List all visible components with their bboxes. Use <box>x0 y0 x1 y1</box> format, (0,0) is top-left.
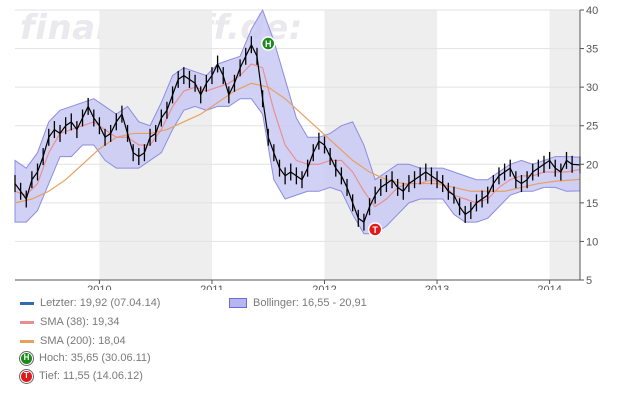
sma200-line <box>14 82 581 204</box>
sma38-swatch <box>20 320 34 324</box>
legend-last: Letzter: 19,92 (07.04.14) <box>20 296 160 310</box>
legend-last-label: Letzter: 19,92 (07.04.14) <box>40 297 161 309</box>
low-marker <box>367 222 383 237</box>
low-marker-icon: T <box>20 369 33 383</box>
legend-low-label: Tief: 11,55 (14.06.12) <box>39 370 143 382</box>
year-shade-band <box>549 10 580 280</box>
price-chart: 5 10 15 20 25 30 35 40 2010 2011 2012 2013 2014 H T <box>14 5 598 290</box>
chart-legend: Letzter: 19,92 (07.04.14) Bollinger: 16,… <box>0 296 638 396</box>
x-tick-label: 2012 <box>312 284 336 290</box>
high-marker <box>260 36 276 51</box>
y-tick-label: 10 <box>586 236 598 248</box>
low-marker-label: T <box>372 225 378 235</box>
sma38-line <box>14 63 581 208</box>
legend-high: H Hoch: 35,65 (30.06.11) <box>20 351 151 365</box>
x-tick-label: 2013 <box>425 284 449 290</box>
legend-sma200-label: SMA (200): 18,04 <box>40 335 126 347</box>
legend-sma38-label: SMA (38): 19,34 <box>40 316 120 328</box>
legend-low: T Tief: 11,55 (14.06.12) <box>20 369 143 383</box>
legend-sma38: SMA (38): 19,34 <box>20 315 120 329</box>
bollinger-swatch <box>229 298 247 308</box>
high-marker-icon: H <box>20 351 33 365</box>
chart-area: finanztreff.de: 510152025303540201020112… <box>14 5 598 290</box>
sma200-swatch <box>20 339 34 343</box>
y-tick-label: 5 <box>586 275 592 287</box>
last-swatch <box>20 301 34 305</box>
y-tick-label: 35 <box>586 44 598 56</box>
x-tick-label: 2014 <box>537 284 561 290</box>
y-tick-label: 20 <box>586 159 598 171</box>
legend-bollinger: Bollinger: 16,55 - 20,91 <box>229 296 367 310</box>
legend-sma200: SMA (200): 18,04 <box>20 334 126 348</box>
y-tick-label: 15 <box>586 198 598 210</box>
y-tick-label: 40 <box>586 5 598 17</box>
y-tick-label: 25 <box>586 121 598 133</box>
x-tick-label: 2011 <box>200 284 224 290</box>
x-tick-label: 2010 <box>87 284 111 290</box>
high-marker-label: H <box>265 39 272 49</box>
y-tick-label: 30 <box>586 82 598 94</box>
legend-bollinger-label: Bollinger: 16,55 - 20,91 <box>253 297 367 309</box>
legend-high-label: Hoch: 35,65 (30.06.11) <box>39 352 151 364</box>
